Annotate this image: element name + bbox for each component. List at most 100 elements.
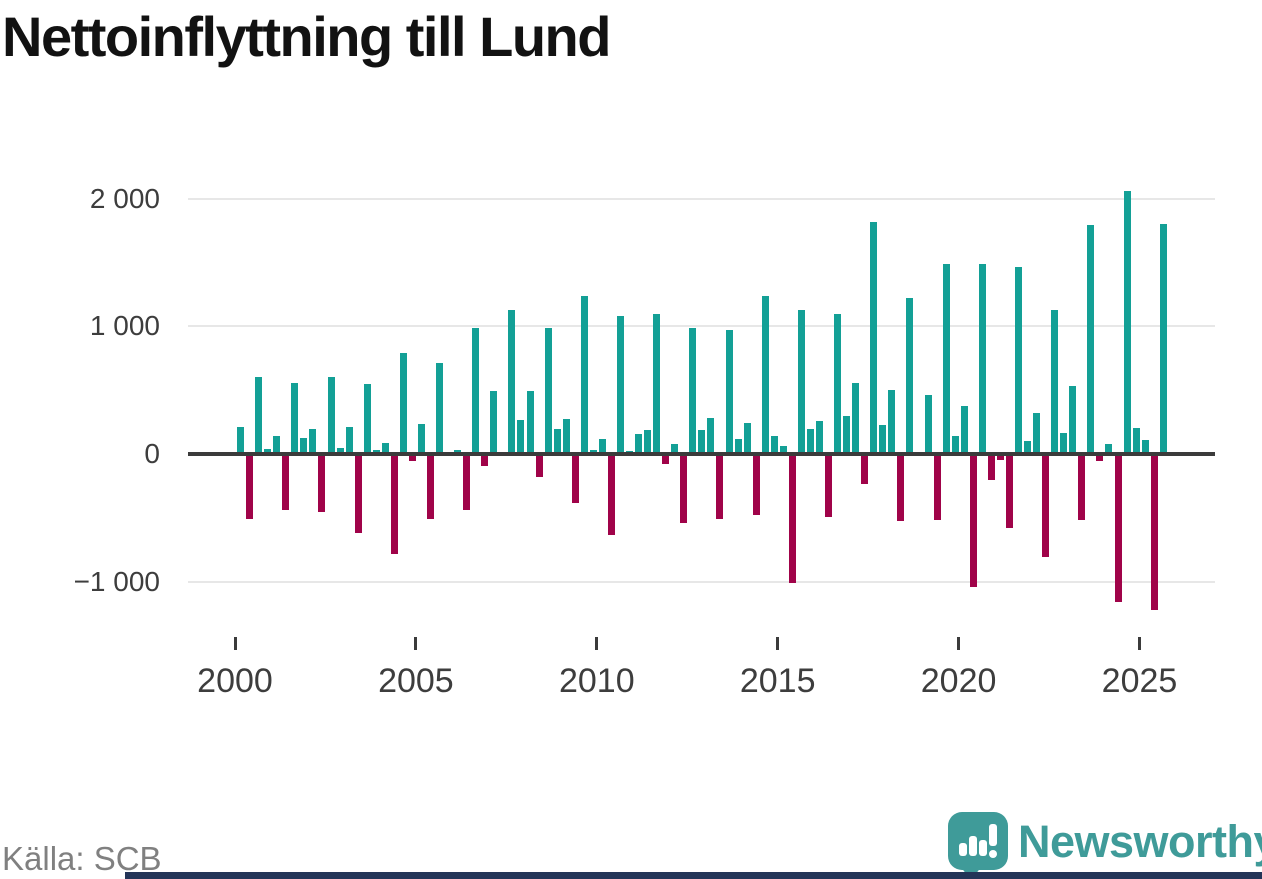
x-axis-tick-label: 2025 <box>1101 662 1178 700</box>
x-axis-tick <box>595 637 599 650</box>
x-axis-tick-label: 2020 <box>920 662 997 700</box>
bar-negative <box>1114 454 1122 603</box>
bar-positive <box>345 426 353 454</box>
bar-positive <box>336 447 344 454</box>
bar-positive <box>580 295 588 454</box>
bar-positive <box>598 438 606 454</box>
bar-negative <box>1078 454 1086 521</box>
bar-negative <box>987 454 995 480</box>
bar-negative <box>1150 454 1158 610</box>
y-axis-tick-label: 0 <box>144 438 160 469</box>
bar-negative <box>282 454 290 510</box>
bar-negative <box>607 454 615 535</box>
x-axis-tick-label: 2000 <box>197 662 273 700</box>
bar-positive <box>644 429 652 454</box>
bar-positive <box>1069 386 1077 454</box>
bar-positive <box>327 376 335 454</box>
x-axis-tick <box>1138 637 1141 650</box>
bar-positive <box>797 310 805 454</box>
bar-positive <box>526 391 534 454</box>
source-label: Källa: SCB <box>2 840 162 877</box>
bar-negative <box>427 454 434 519</box>
bar-positive <box>291 383 299 454</box>
bar-negative <box>463 454 471 510</box>
bar-positive <box>870 221 878 454</box>
bar-negative <box>1096 454 1104 461</box>
bar-negative <box>408 454 416 461</box>
bar-positive <box>779 445 787 454</box>
bar-positive <box>1087 225 1095 454</box>
footer-bar <box>125 872 1262 879</box>
bar-positive <box>399 353 407 454</box>
bar-negative <box>752 454 760 515</box>
bar-positive <box>879 425 887 454</box>
bar-positive <box>834 313 841 454</box>
logo-chart-bar-icon <box>959 843 967 856</box>
logo-exclamation-icon <box>989 824 997 846</box>
bar-negative <box>246 454 253 520</box>
bar-negative <box>680 454 688 523</box>
bar-positive <box>1015 266 1022 454</box>
bar-positive <box>707 418 715 454</box>
bar-positive <box>381 443 389 454</box>
y-gridline <box>188 325 1215 328</box>
bar-positive <box>689 328 697 454</box>
y-gridline <box>188 580 1215 583</box>
bar-positive <box>1141 440 1149 454</box>
bar-positive <box>363 384 371 454</box>
bar-positive <box>1024 440 1031 454</box>
bar-negative <box>933 454 941 521</box>
bar-positive <box>770 436 778 454</box>
bar-positive <box>417 424 425 454</box>
bar-positive <box>924 395 932 454</box>
bar-positive <box>815 420 823 454</box>
bar-positive <box>960 406 968 454</box>
y-gridline <box>188 197 1215 200</box>
newsworthy-logo-bubble-icon <box>948 812 1008 870</box>
y-axis-tick-label: 2 000 <box>89 182 160 214</box>
bar-positive <box>906 298 914 454</box>
bar-positive <box>553 428 561 454</box>
x-axis-tick <box>233 637 237 650</box>
x-axis-tick-label: 2005 <box>378 662 454 700</box>
bar-positive <box>264 448 272 454</box>
bar-negative <box>318 454 326 512</box>
bar-negative <box>996 454 1004 460</box>
bar-positive <box>951 436 959 454</box>
y-axis-tick-label: 1 000 <box>89 310 160 342</box>
bar-negative <box>861 454 869 484</box>
bar-positive <box>309 428 317 454</box>
x-axis-tick <box>957 637 961 650</box>
bar-positive <box>544 328 552 454</box>
bar-positive <box>562 418 570 454</box>
bar-positive <box>843 415 851 454</box>
bar-positive <box>237 427 244 454</box>
bar-positive <box>490 390 498 454</box>
bar-positive <box>1060 432 1068 454</box>
bar-negative <box>571 454 579 504</box>
bar-negative <box>354 454 362 534</box>
bar-negative <box>716 454 724 519</box>
bar-positive <box>978 264 986 454</box>
bar-positive <box>273 435 281 454</box>
logo-chart-bar-icon <box>979 840 987 856</box>
bar-positive <box>1132 427 1140 454</box>
bar-negative <box>788 454 796 583</box>
chart-title: Nettoinflyttning till Lund <box>2 5 611 68</box>
bar-positive <box>1051 309 1059 454</box>
bar-negative <box>662 454 670 464</box>
bar-negative <box>1042 454 1050 558</box>
bar-positive <box>698 430 706 454</box>
logo-exclamation-dot-icon <box>989 850 997 858</box>
bar-negative <box>481 454 489 466</box>
bar-positive <box>589 449 597 454</box>
bar-positive <box>1105 443 1113 454</box>
bar-negative <box>535 454 543 477</box>
bar-negative <box>969 454 977 587</box>
x-axis-tick-label: 2010 <box>558 662 635 700</box>
bar-positive <box>671 444 679 454</box>
bar-positive <box>806 428 814 454</box>
bar-positive <box>1159 224 1167 454</box>
bar-negative <box>390 454 398 555</box>
